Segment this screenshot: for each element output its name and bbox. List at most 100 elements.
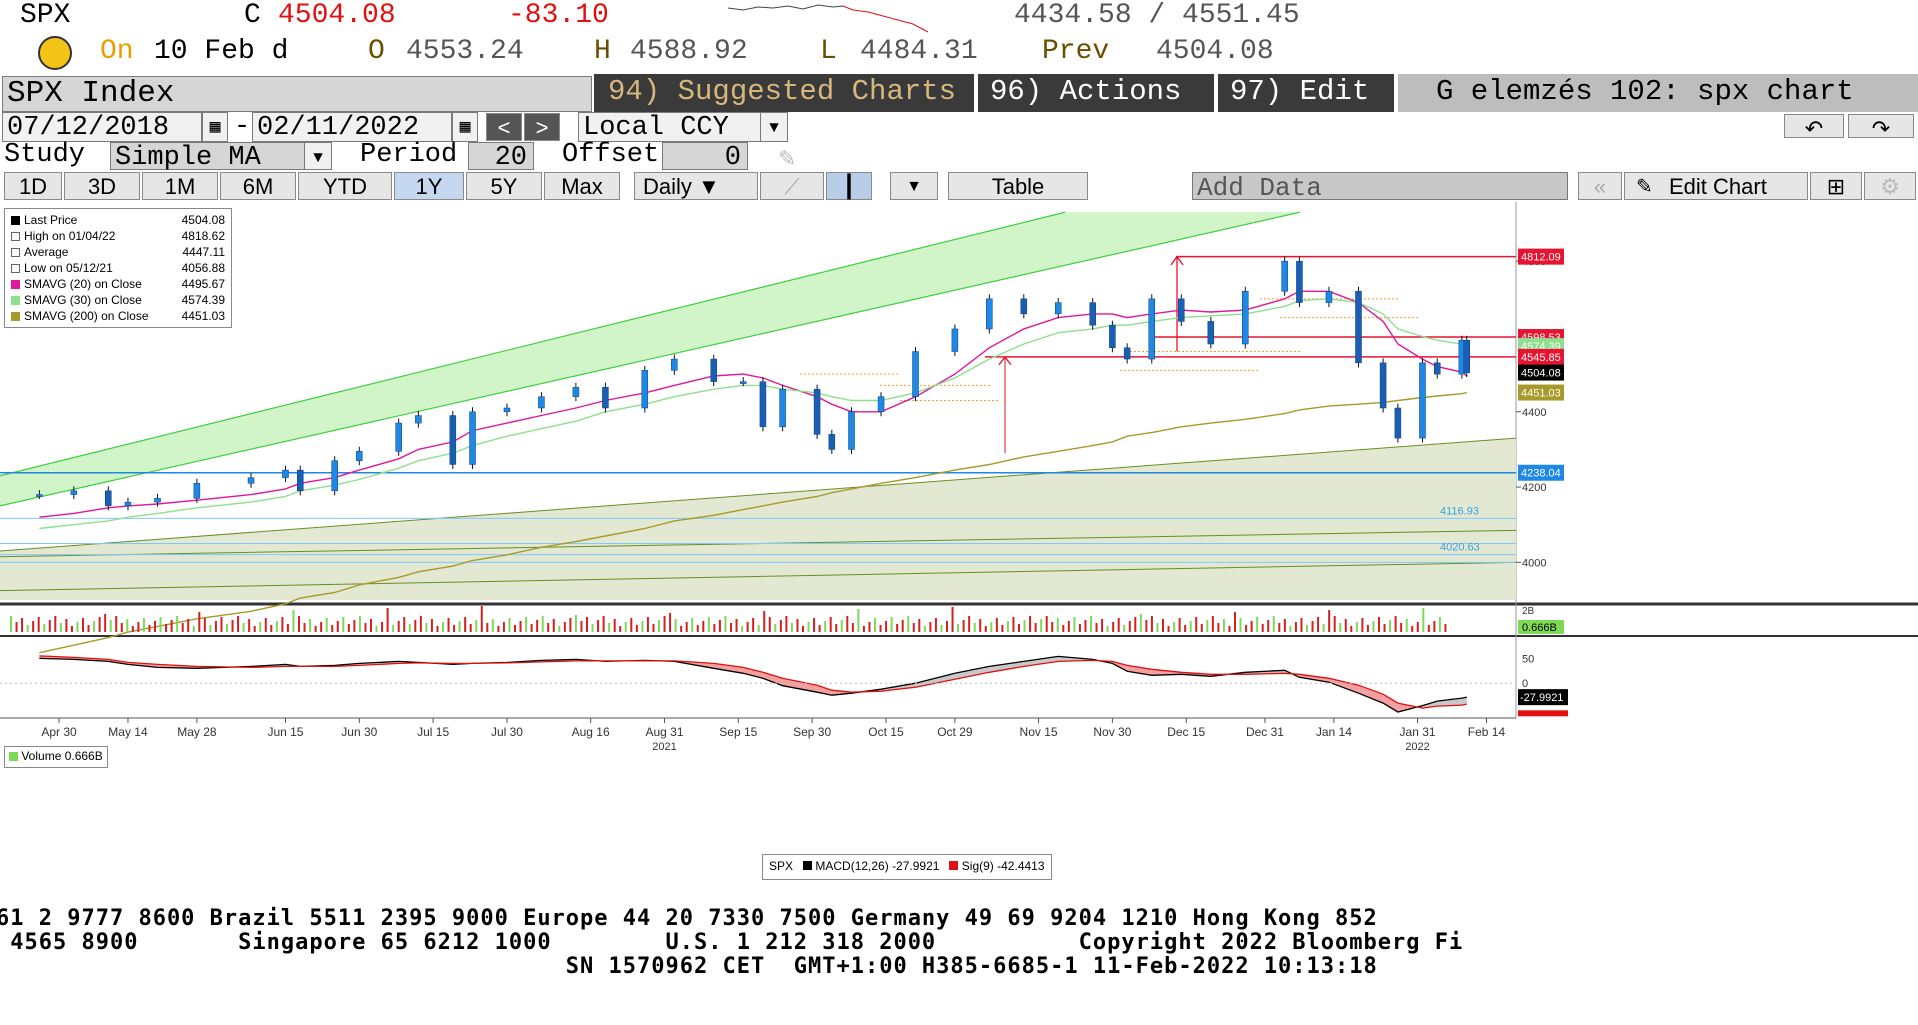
chart-legend[interactable]: Last Price 4504.08 High on 01/04/22 4818.62… [4,208,232,328]
volume-bar [918,619,921,632]
volume-bar [1167,626,1170,632]
currency-select[interactable]: Local CCY [578,112,788,143]
candle-body [671,358,678,371]
study-select[interactable]: Simple MA [110,142,332,173]
next-period-button[interactable]: > [524,113,560,141]
legend-row[interactable]: SMAVG (20) on Close 4495.67 [11,276,225,292]
table-button[interactable]: Table [948,172,1088,200]
macd-legend[interactable]: SPX MACD(12,26) -27.9921 Sig(9) -42.4413 [762,854,1052,880]
date-to-field[interactable]: 02/11/2022 [252,112,452,143]
candle-body [1419,362,1426,439]
edit-menu[interactable]: 97) Edit ▾ [1218,74,1394,144]
volume-bar [1267,620,1270,632]
edit-chart-button[interactable]: Edit Chart [1624,172,1808,200]
volume-bar [137,622,140,632]
volume-bar [165,624,168,632]
collapse-left-icon[interactable]: « [1578,172,1622,200]
candle-chart-icon[interactable]: ┃ [826,172,872,200]
chevron-down-icon[interactable]: ▼ [760,112,788,142]
volume-bar [1084,620,1087,632]
chart-settings-icon[interactable]: ⊞ [1810,172,1862,200]
footer-line-1: 61 2 9777 8600 Brazil 5511 2395 9000 Eur… [0,906,1378,931]
volume-bar [746,622,749,632]
volume-bar [1128,621,1131,632]
macd-histogram-fill [1461,697,1467,706]
volume-bar [1422,608,1425,632]
candle-body [759,381,767,428]
date-from-field[interactable]: 07/12/2018 [2,112,202,143]
gauge-icon[interactable] [38,36,72,70]
volume-bar [558,626,561,632]
macd-histogram-fill [1383,694,1398,712]
legend-row[interactable]: Low on 05/12/21 4056.88 [11,260,225,276]
legend-swatch [11,247,20,257]
redo-button[interactable]: ↷ [1848,114,1914,141]
range-button-ytd[interactable]: YTD [298,172,392,200]
price-tag-bg [1518,384,1564,401]
sparkline [728,4,928,33]
candle-body [105,490,112,507]
macd-legend-symbol: SPX [769,859,794,873]
volume-bar [1239,618,1242,632]
line-chart-icon[interactable]: ⟋ [760,172,824,200]
volume-bar [226,624,228,632]
legend-row[interactable]: SMAVG (30) on Close 4574.39 [11,292,225,308]
x-tick-label: Jan 31 [1400,725,1436,739]
volume-bar [840,620,843,632]
candle-body [154,498,161,503]
calendar-to-icon[interactable]: ▦ [452,112,478,142]
candle-body [572,387,580,397]
price-tick-label: 4400 [1522,407,1546,419]
range-button-max[interactable]: Max [544,172,620,200]
range-button-6m[interactable]: 6M [220,172,296,200]
volume-bar [962,620,965,632]
macd-legend-signal: Sig(9) -42.4413 [961,859,1045,873]
price-chart[interactable]: 40004200440048004812.094598.534574.39454… [0,202,1918,894]
range-button-3d[interactable]: 3D [64,172,140,200]
offset-input[interactable]: 0 [662,142,748,173]
volume-bar [1416,622,1419,632]
prev-value: 4504.08 [1156,36,1274,67]
x-tick-label: Dec 31 [1246,725,1284,739]
range-button-1d[interactable]: 1D [4,172,62,200]
add-data-field[interactable]: Add Data [1192,172,1568,203]
calendar-from-icon[interactable]: ▦ [202,112,228,142]
volume-bar [857,609,860,632]
range-button-5y[interactable]: 5Y [466,172,542,200]
olive-channel [0,438,1516,600]
volume-bar [475,620,478,632]
study-chevron-icon[interactable]: ▼ [304,142,332,170]
volume-bar [990,622,993,632]
volume-bar [907,616,910,632]
volume-bar [237,616,240,632]
volume-bar [669,613,672,632]
legend-row[interactable]: SMAVG (200) on Close 4451.03 [11,308,225,324]
volume-legend[interactable]: Volume 0.666B [4,746,108,768]
volume-bar [674,619,677,632]
volume-bar [779,620,782,632]
chart-type-dropdown[interactable]: ▼ [890,172,938,200]
frequency-select[interactable]: Daily ▼ [634,172,758,200]
legend-row[interactable]: Last Price 4504.08 [11,212,225,228]
legend-row[interactable]: High on 01/04/22 4818.62 [11,228,225,244]
security-field[interactable]: SPX Index [2,76,592,112]
range-button-1m[interactable]: 1M [142,172,218,200]
candle-body [1089,302,1096,326]
gear-icon[interactable]: ⚙ [1864,172,1916,200]
macd-histogram-fill [831,690,852,696]
volume-bar [320,622,323,632]
volume-bar [874,618,876,632]
prev-period-button[interactable]: < [486,113,522,141]
volume-bar [436,626,439,632]
range-button-1y[interactable]: 1Y [394,172,464,200]
legend-row[interactable]: Average 4447.11 [11,244,225,260]
pencil-icon[interactable]: ✎ [778,146,797,171]
undo-button[interactable]: ↶ [1784,114,1844,141]
x-tick-label: Nov 15 [1020,725,1058,739]
period-input[interactable]: 20 [468,142,534,173]
suggested-charts-menu[interactable]: 94) Suggested Charts [594,74,974,112]
volume-bar [1333,616,1336,632]
volume-bar [353,620,356,632]
volume-bar [702,621,705,632]
actions-menu[interactable]: 96) Actions ▾ [978,74,1214,144]
